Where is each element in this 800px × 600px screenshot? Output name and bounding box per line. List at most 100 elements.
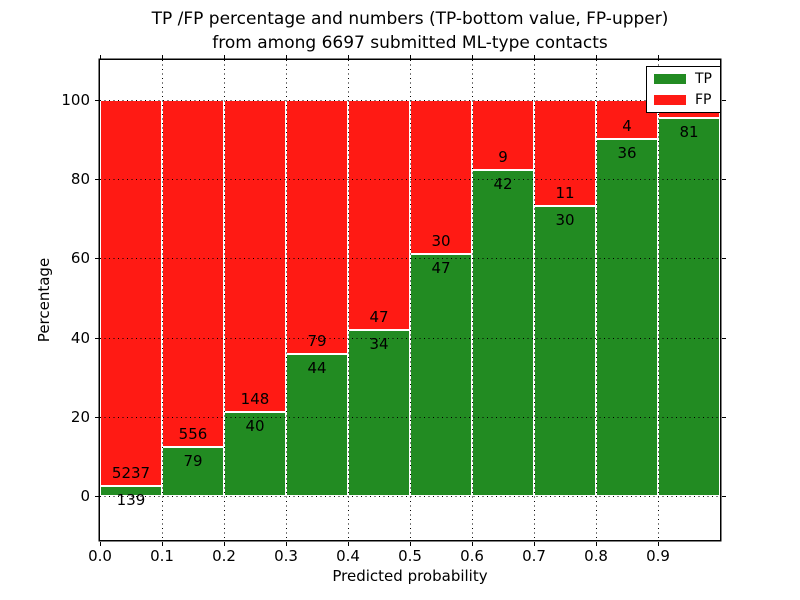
x-tick-mark-top: [658, 54, 659, 59]
x-tick-mark-top: [286, 54, 287, 59]
vertical-gridline: [162, 60, 163, 540]
horizontal-gridline: [100, 417, 720, 419]
y-tick-label: 0: [80, 487, 90, 506]
fp-count-label: 79: [307, 332, 327, 351]
horizontal-gridline: [100, 99, 720, 101]
chart-title-line-1: TP /FP percentage and numbers (TP-bottom…: [151, 9, 669, 29]
x-tick-label: 0.7: [522, 547, 546, 565]
fp-bar-segment: [100, 99, 162, 487]
horizontal-gridline: [100, 179, 720, 180]
fp-count-label: 5237: [111, 464, 151, 483]
tp-count-label: 42: [493, 174, 513, 193]
x-tick-mark: [162, 541, 163, 546]
y-tick-mark: [94, 99, 99, 101]
y-tick-label: 100: [61, 90, 90, 109]
x-tick-label: 0.3: [274, 547, 298, 565]
tp-bar-segment: [100, 486, 162, 497]
y-tick-label: 40: [70, 328, 90, 347]
x-tick-mark-top: [472, 54, 473, 59]
y-tick-mark: [94, 179, 99, 180]
tp-count-label: 40: [245, 416, 265, 435]
vertical-gridline: [348, 60, 349, 540]
tp-count-label: 44: [307, 359, 327, 378]
y-tick-label: 20: [70, 408, 90, 427]
x-tick-mark: [348, 541, 349, 546]
tp-count-label: 36: [617, 144, 637, 163]
fp-count-label: 556: [178, 425, 208, 443]
fp-bar-segment: [224, 99, 286, 412]
y-tick-mark: [94, 417, 99, 419]
fp-count-label: 30: [431, 232, 451, 251]
y-tick-mark-right: [721, 496, 726, 498]
x-tick-mark-top: [534, 54, 535, 59]
x-tick-mark-top: [348, 54, 349, 59]
vertical-gridline: [534, 60, 535, 540]
x-tick-mark-top: [410, 54, 411, 59]
fp-bar-segment: [472, 99, 534, 170]
x-tick-mark: [596, 541, 597, 546]
fp-bar-segment: [410, 99, 472, 255]
x-tick-label: 0.2: [212, 547, 236, 565]
plot-area: 5237 139 556 79 148 40 79 44 47 34 30 47 9 42 11 30 4 36 8…: [100, 60, 720, 540]
fp-count-label: 11: [555, 184, 575, 203]
horizontal-gridline: [100, 258, 720, 260]
tp-bar-segment: [472, 169, 534, 497]
x-tick-label: 0.8: [584, 547, 608, 565]
vertical-gridline: [224, 60, 225, 540]
y-tick-mark: [94, 258, 99, 260]
tp-color-swatch-icon: [654, 74, 686, 84]
vertical-gridline: [472, 60, 473, 540]
tp-count-label: 34: [369, 334, 389, 353]
x-axis-label: Predicted probability: [332, 567, 488, 585]
tp-bar-segment: [534, 206, 596, 497]
x-tick-mark: [472, 541, 473, 546]
x-tick-mark-top: [100, 54, 101, 59]
fp-count-label: 9: [498, 147, 508, 166]
y-tick-mark-right: [721, 99, 726, 101]
x-tick-label: 0.1: [150, 547, 174, 565]
tp-count-label: 30: [555, 211, 575, 230]
vertical-gridline: [410, 60, 411, 540]
x-tick-label: 0.0: [88, 547, 112, 565]
x-tick-mark-top: [224, 54, 225, 59]
tp-bar-segment: [286, 354, 348, 497]
x-tick-mark: [100, 541, 101, 546]
fp-bar-segment: [348, 99, 410, 330]
x-tick-mark-top: [162, 54, 163, 59]
x-tick-mark: [286, 541, 287, 546]
legend-item-tp: TP: [654, 72, 712, 86]
x-tick-mark: [534, 541, 535, 546]
x-tick-mark: [658, 541, 659, 546]
x-tick-mark-top: [596, 54, 597, 59]
fp-bar-segment: [286, 99, 348, 355]
vertical-gridline: [658, 60, 659, 540]
vertical-gridline: [286, 60, 287, 540]
tp-bar-segment: [410, 254, 472, 497]
y-tick-mark: [94, 496, 99, 498]
tp-bar-segment: [162, 447, 224, 497]
y-tick-mark-right: [721, 417, 726, 419]
fp-bar-segment: [162, 99, 224, 447]
tp-count-label: 139: [116, 491, 146, 510]
tp-count-label: 81: [679, 123, 699, 142]
fp-color-swatch-icon: [654, 95, 686, 105]
y-tick-label: 60: [70, 249, 90, 268]
legend-label-fp: FP: [695, 92, 712, 108]
tp-count-label: 47: [431, 259, 451, 278]
fp-count-label: 47: [369, 307, 389, 326]
legend-item-fp: FP: [654, 93, 712, 107]
horizontal-gridline: [100, 496, 720, 498]
x-tick-label: 0.5: [398, 547, 422, 565]
horizontal-gridline: [100, 337, 720, 339]
legend: TP FP: [646, 66, 721, 113]
tp-bar-segment: [348, 329, 410, 497]
y-tick-mark-right: [721, 337, 726, 339]
x-tick-mark: [410, 541, 411, 546]
fp-count-label: 148: [240, 389, 270, 408]
chart-title-line-2: from among 6697 submitted ML-type contac…: [212, 33, 608, 53]
x-tick-mark: [224, 541, 225, 546]
x-tick-label: 0.4: [336, 547, 360, 565]
x-tick-label: 0.9: [646, 547, 670, 565]
y-tick-mark-right: [721, 179, 726, 180]
